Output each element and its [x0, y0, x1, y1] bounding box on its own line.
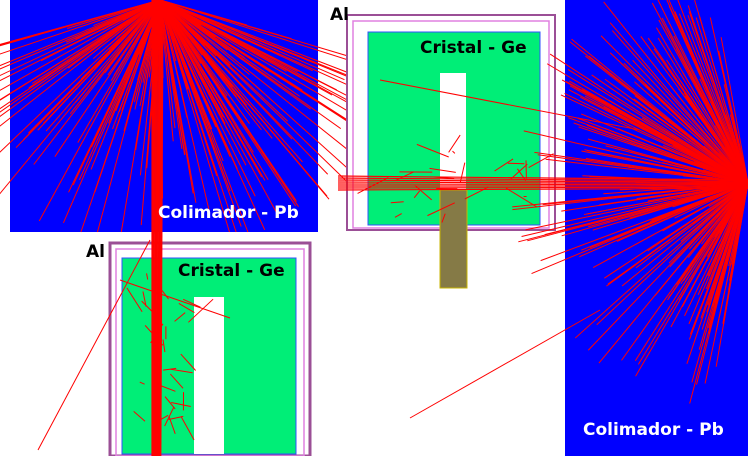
cold-finger: [440, 190, 467, 288]
particle-track: [338, 187, 748, 188]
particle-track: [338, 184, 748, 185]
crystal-label: Cristal - Ge: [178, 261, 285, 281]
crystal-slot: [194, 297, 224, 454]
housing-label: Al: [330, 5, 349, 25]
collimator-label: Colimador - Pb: [583, 420, 724, 440]
page: Colimador - Pb Cristal - Ge Al Cristal -…: [0, 0, 748, 456]
simulation-view: Colimador - Pb Cristal - Ge Al Cristal -…: [0, 0, 748, 456]
housing-label: Al: [86, 242, 105, 262]
collimator-label: Colimador - Pb: [158, 203, 299, 223]
crystal-label: Cristal - Ge: [420, 38, 527, 58]
